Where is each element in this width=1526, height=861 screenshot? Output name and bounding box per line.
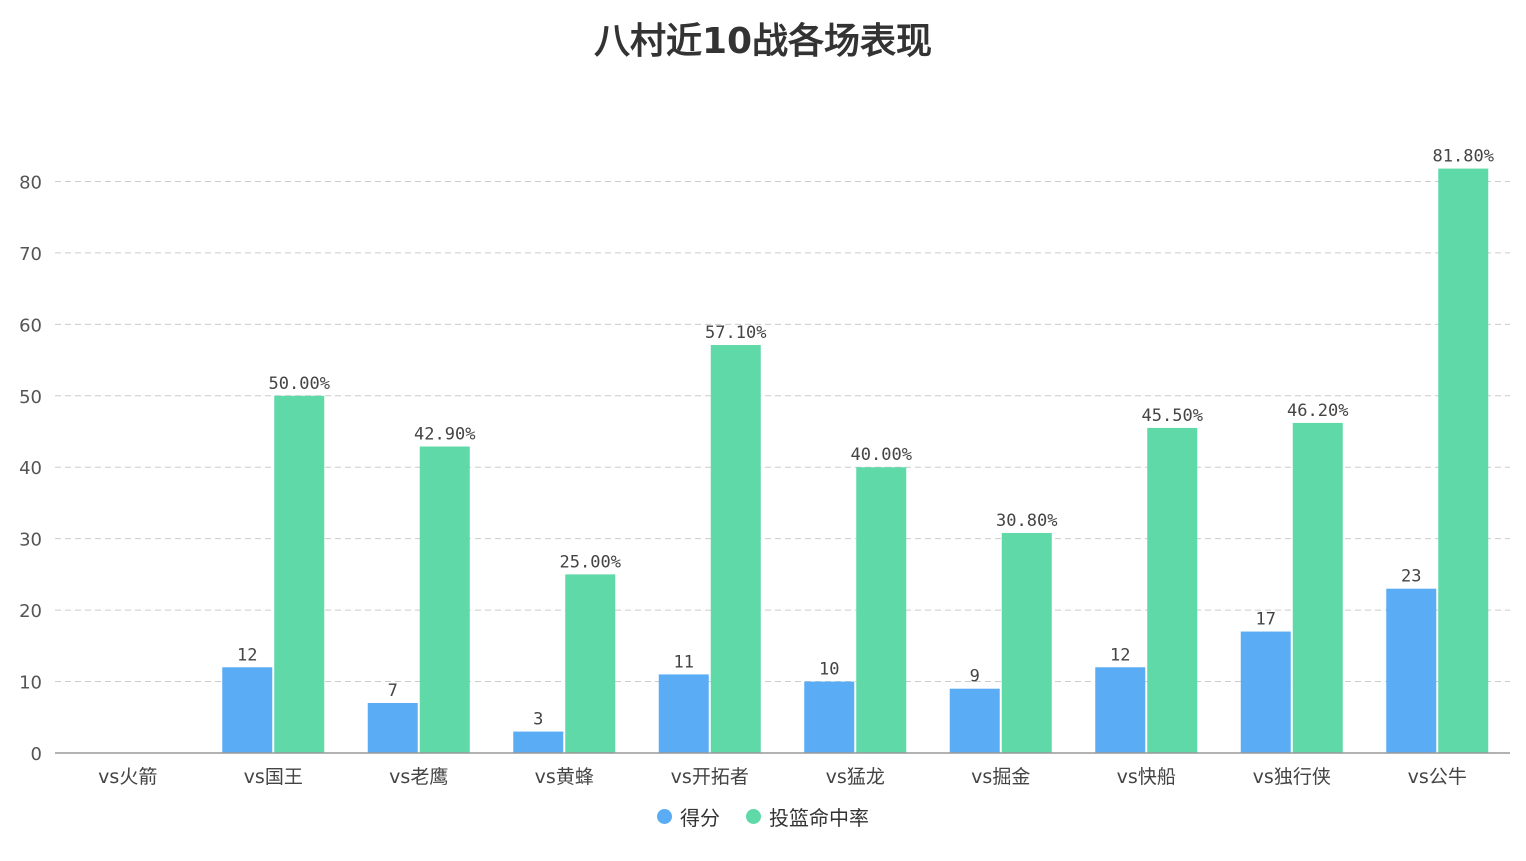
data-label-fg-pct: 30.80% [996, 511, 1057, 531]
y-tick-label: 0 [31, 744, 42, 765]
data-label-fg-pct: 57.10% [705, 323, 766, 343]
data-label-score: 9 [970, 667, 980, 687]
bars [222, 168, 1489, 753]
legend: 得分 投篮命中率 [0, 802, 1526, 831]
chart-title: 八村近10战各场表现 [593, 21, 933, 62]
y-tick-label: 40 [19, 458, 42, 479]
bar-fg-pct[interactable] [274, 395, 325, 753]
x-category-label: vs国王 [244, 766, 303, 788]
data-label-fg-pct: 81.80% [1433, 147, 1494, 167]
bar-fg-pct[interactable] [1001, 532, 1052, 753]
bar-fg-pct[interactable] [710, 345, 761, 753]
x-category-label: vs开拓者 [671, 766, 749, 788]
y-tick-label: 70 [19, 244, 42, 265]
legend-item-fg-pct[interactable]: 投篮命中率 [746, 802, 869, 831]
data-label-score: 10 [819, 660, 839, 680]
bar-fg-pct[interactable] [1292, 422, 1343, 753]
x-category-label: vs掘金 [971, 766, 1030, 788]
y-tick-label: 80 [19, 172, 42, 193]
bar-score[interactable] [804, 681, 855, 753]
grid-lines [55, 180, 1510, 683]
bar-score[interactable] [658, 674, 709, 753]
data-label-fg-pct: 42.90% [414, 425, 475, 445]
bar-fg-pct[interactable] [1147, 427, 1198, 753]
data-labels: 12 50.00% 7 42.90% 3 25.00% 11 57.10% 10 40.00% 9 3… [237, 147, 1494, 730]
bar-fg-pct[interactable] [856, 467, 907, 753]
legend-item-score[interactable]: 得分 [657, 802, 720, 831]
y-tick-label: 50 [19, 387, 42, 408]
y-axis-ticks: 0 10 20 30 40 50 60 70 80 [19, 172, 42, 765]
bar-score[interactable] [1386, 588, 1437, 753]
x-category-label: vs独行侠 [1253, 766, 1331, 788]
data-label-score: 12 [237, 645, 257, 665]
y-tick-label: 30 [19, 530, 42, 551]
data-label-score: 11 [674, 652, 694, 672]
data-label-fg-pct: 40.00% [851, 445, 912, 465]
x-category-label: vs公牛 [1408, 766, 1467, 788]
y-tick-label: 10 [19, 673, 42, 694]
x-category-label: vs火箭 [98, 766, 157, 788]
data-label-fg-pct: 45.50% [1142, 406, 1203, 426]
data-label-score: 7 [388, 681, 398, 701]
bar-fg-pct[interactable] [419, 446, 470, 753]
bar-score[interactable] [1095, 667, 1146, 753]
x-category-label: vs黄蜂 [535, 766, 594, 788]
data-label-fg-pct: 46.20% [1287, 401, 1348, 421]
y-tick-label: 20 [19, 601, 42, 622]
x-axis-categories: vs火箭 vs国王 vs老鹰 vs黄蜂 vs开拓者 vs猛龙 vs掘金 vs快船 vs独行侠 vs… [98, 766, 1467, 788]
legend-label-fg-pct: 投篮命中率 [769, 806, 869, 830]
legend-swatch-score [657, 809, 672, 824]
bar-score[interactable] [367, 702, 418, 753]
data-label-fg-pct: 25.00% [560, 552, 621, 572]
bar-score[interactable] [949, 688, 1000, 753]
bar-score[interactable] [222, 667, 273, 753]
x-category-label: vs快船 [1117, 766, 1176, 788]
data-label-score: 12 [1110, 645, 1130, 665]
bar-fg-pct[interactable] [565, 574, 616, 753]
bar-score[interactable] [1240, 631, 1291, 753]
x-category-label: vs老鹰 [389, 766, 448, 788]
data-label-fg-pct: 50.00% [269, 374, 330, 394]
legend-swatch-fg-pct [746, 809, 761, 824]
data-label-score: 17 [1256, 610, 1276, 630]
data-label-score: 23 [1401, 567, 1421, 587]
x-category-label: vs猛龙 [826, 766, 885, 788]
bar-fg-pct[interactable] [1438, 168, 1489, 753]
data-label-score: 3 [533, 710, 543, 730]
legend-label-score: 得分 [680, 806, 720, 830]
y-tick-label: 60 [19, 315, 42, 336]
bar-score[interactable] [513, 731, 564, 753]
